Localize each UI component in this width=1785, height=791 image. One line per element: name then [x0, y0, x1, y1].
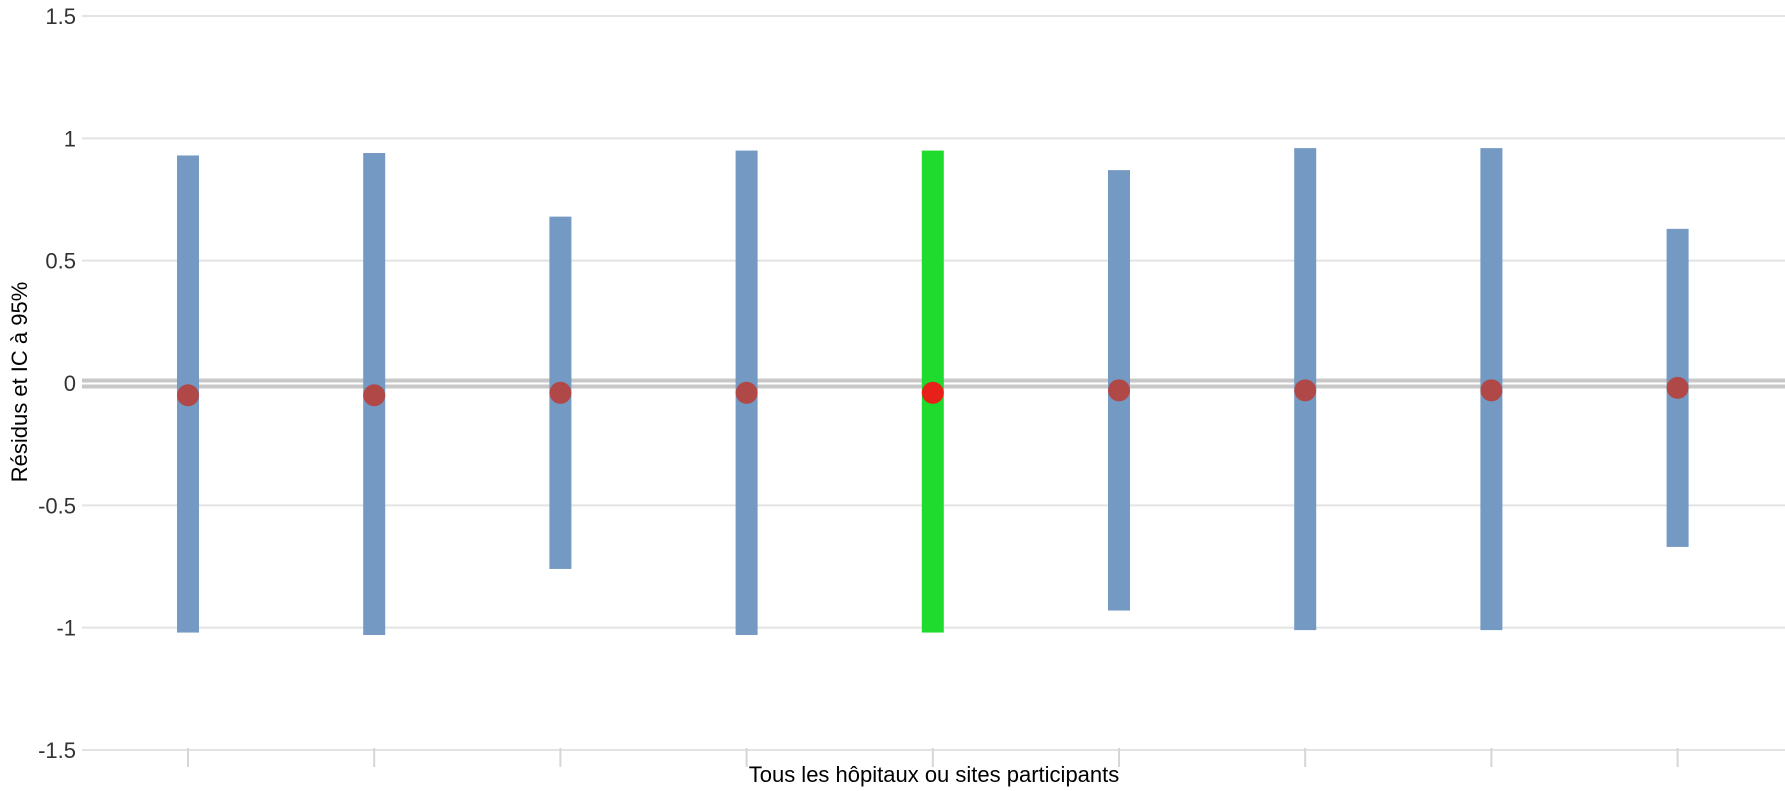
y-tick-label: 0: [64, 371, 76, 396]
residual-point-highlighted: [921, 381, 944, 404]
y-tick-label: -1.5: [38, 738, 76, 763]
y-axis-title: Résidus et IC à 95%: [7, 282, 32, 483]
residual-point: [735, 381, 758, 404]
residual-point: [549, 381, 572, 404]
residual-point: [1480, 379, 1503, 402]
residual-point: [1666, 376, 1689, 399]
residual-points: [177, 376, 1689, 407]
y-axis-tick-labels: 1.5 1 0.5 0 -0.5 -1 -1.5: [38, 4, 76, 763]
y-tick-label: 1: [64, 126, 76, 151]
residual-point: [177, 384, 199, 407]
x-axis-ticks: [187, 748, 1679, 767]
residual-point: [1294, 379, 1317, 402]
y-tick-label: -0.5: [38, 493, 76, 518]
residual-point: [363, 384, 386, 407]
y-tick-label: 1.5: [45, 4, 76, 29]
y-tick-label: -1: [56, 616, 76, 641]
y-tick-label: 0.5: [45, 249, 76, 274]
residual-point: [1108, 379, 1130, 402]
x-axis-title: Tous les hôpitaux ou sites participants: [749, 762, 1120, 787]
